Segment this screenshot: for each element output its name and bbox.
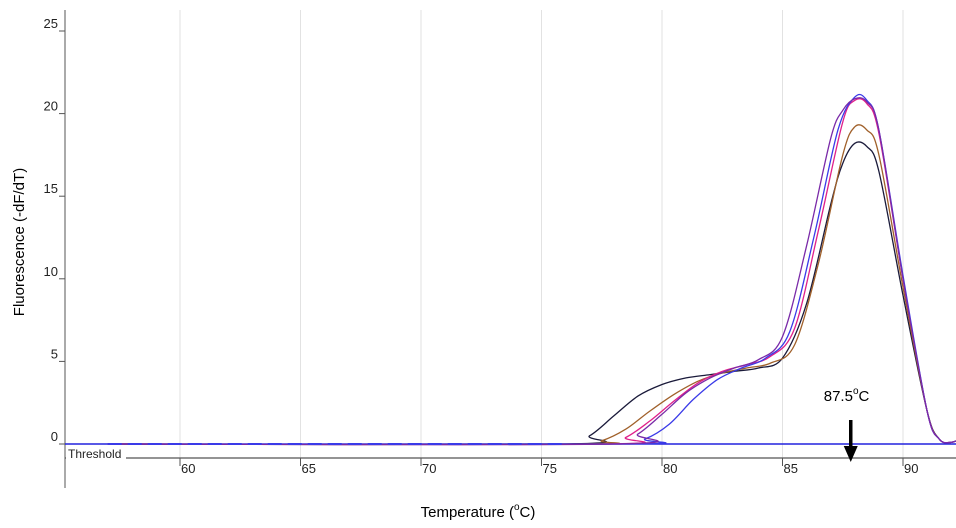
plot-frame bbox=[64, 10, 956, 488]
y-axis-title: Fluorescence (-dF/dT) bbox=[11, 168, 28, 316]
series-lines bbox=[107, 93, 956, 446]
y-tick-label-15: 15 bbox=[44, 181, 58, 196]
x-tick-label-90: 90 bbox=[904, 461, 918, 476]
threshold-label: Threshold bbox=[68, 447, 121, 461]
x-axis-title-unit: C) bbox=[520, 504, 536, 521]
peak-temperature-unit: C bbox=[859, 388, 870, 405]
y-tick-label-10: 10 bbox=[44, 264, 58, 279]
y-ticks: 0 5 10 15 20 25 bbox=[44, 16, 65, 445]
peak-arrow-head bbox=[843, 446, 858, 462]
grid-lines bbox=[179, 10, 904, 458]
y-tick-label-25: 25 bbox=[44, 16, 58, 31]
y-tick-label-20: 20 bbox=[44, 99, 58, 114]
series-line-2 bbox=[107, 124, 956, 445]
peak-temperature-degree: o bbox=[853, 386, 859, 397]
x-tick-label-65: 65 bbox=[302, 461, 316, 476]
y-tick-label-5: 5 bbox=[51, 346, 58, 361]
series-line-5 bbox=[107, 97, 956, 446]
x-tick-label-75: 75 bbox=[543, 461, 557, 476]
peak-temperature-label: 87.5oC bbox=[824, 386, 870, 405]
peak-annotation: 87.5oC bbox=[824, 386, 870, 462]
x-tick-label-70: 70 bbox=[422, 461, 436, 476]
threshold-label-bg bbox=[66, 447, 126, 461]
x-tick-label-60: 60 bbox=[181, 461, 195, 476]
x-axis-title: Temperature (oC) bbox=[421, 502, 536, 521]
x-tick-label-80: 80 bbox=[663, 461, 677, 476]
x-tick-label-85: 85 bbox=[784, 461, 798, 476]
y-tick-label-0: 0 bbox=[51, 429, 58, 444]
peak-temperature-value: 87.5 bbox=[824, 388, 853, 405]
x-axis-title-degree: o bbox=[514, 502, 520, 513]
x-ticks: 60 65 70 75 80 85 90 bbox=[179, 458, 918, 476]
x-axis-title-main: Temperature ( bbox=[421, 504, 514, 521]
